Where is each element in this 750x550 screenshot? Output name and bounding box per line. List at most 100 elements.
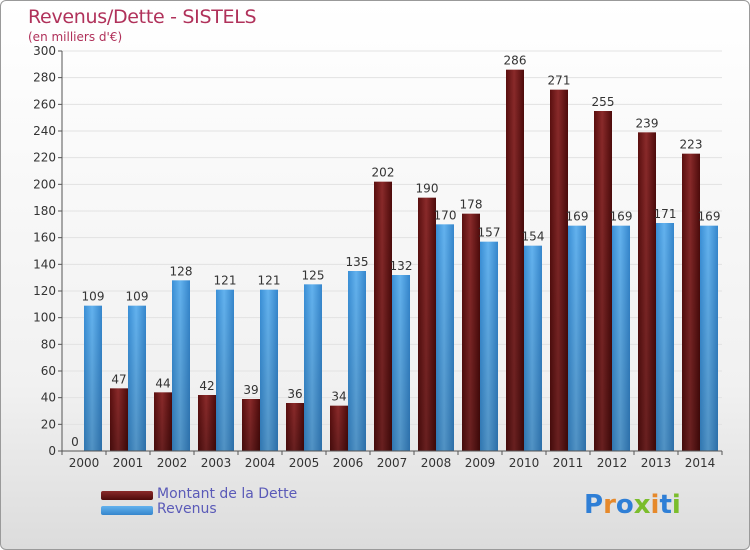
- x-tick-label: 2011: [553, 456, 584, 470]
- x-tick-label: 2013: [641, 456, 672, 470]
- y-tick-label: 180: [33, 204, 56, 218]
- data-label-debt: 42: [199, 379, 214, 393]
- bar-revenue-shade: [524, 245, 542, 451]
- data-label-debt: 239: [636, 116, 659, 130]
- data-label-revenue: 169: [698, 210, 721, 224]
- y-tick-label: 80: [41, 337, 56, 351]
- logo-letter: P: [584, 490, 604, 520]
- logo-letter: i: [650, 490, 660, 520]
- data-label-revenue: 109: [126, 290, 149, 304]
- data-label-revenue: 169: [566, 210, 589, 224]
- data-label-debt: 34: [331, 390, 346, 404]
- y-tick-label: 100: [33, 311, 56, 325]
- data-label-revenue: 170: [434, 208, 457, 222]
- bar-revenue-shade: [260, 289, 278, 451]
- y-tick-label: 40: [41, 391, 56, 405]
- y-tick-label: 0: [48, 444, 56, 458]
- y-tick-label: 260: [33, 97, 56, 111]
- bar-debt-shade: [110, 388, 128, 451]
- bar-debt-shade: [286, 403, 304, 451]
- bar-debt-shade: [462, 213, 480, 451]
- y-tick-label: 220: [33, 151, 56, 165]
- bar-revenue-shade: [436, 224, 454, 451]
- data-label-debt: 36: [287, 387, 302, 401]
- bar-debt-shade: [198, 395, 216, 451]
- bar-revenue-shade: [612, 225, 630, 451]
- data-label-revenue: 125: [302, 268, 325, 282]
- axis-layer: 0 20 40 60 80 100 120 140 160 180 200 220 240 260 280 3…: [33, 44, 723, 470]
- chart-subtitle: (en milliers d'€): [28, 30, 123, 44]
- y-tick-label: 20: [41, 417, 56, 431]
- bar-revenue-shade: [568, 225, 586, 451]
- bar-debt-shade: [374, 181, 392, 451]
- data-label-revenue: 157: [478, 226, 501, 240]
- legend-swatch-debt: [101, 491, 153, 500]
- bar-revenue-shade: [480, 241, 498, 451]
- data-label-revenue: 121: [258, 274, 281, 288]
- data-label-revenue: 128: [170, 264, 193, 278]
- data-label-debt: 178: [460, 198, 483, 212]
- proxiti-logo: Proxiti: [584, 490, 681, 520]
- bar-debt-shade: [330, 405, 348, 451]
- data-label-debt: 271: [548, 74, 571, 88]
- data-label-debt: 47: [111, 372, 126, 386]
- chart-title: Revenus/Dette - SISTELS: [28, 6, 257, 28]
- x-tick-label: 2004: [245, 456, 276, 470]
- bar-revenue-shade: [128, 305, 146, 451]
- bar-debt-shade: [550, 89, 568, 452]
- x-tick-label: 2003: [201, 456, 232, 470]
- y-tick-label: 120: [33, 284, 56, 298]
- logo-letter: i: [671, 490, 681, 520]
- x-tick-label: 2009: [465, 456, 496, 470]
- bar-revenue-shade: [656, 223, 674, 451]
- bar-revenue-shade: [304, 284, 322, 451]
- x-tick-label: 2008: [421, 456, 452, 470]
- data-label-revenue: 121: [214, 274, 237, 288]
- x-tick-label: 2000: [69, 456, 100, 470]
- bar-revenue-shade: [84, 305, 102, 451]
- bar-revenue-shade: [172, 280, 190, 451]
- x-tick-label: 2002: [157, 456, 188, 470]
- data-label-revenue: 135: [346, 255, 369, 269]
- x-tick-label: 2007: [377, 456, 408, 470]
- data-label-revenue: 169: [610, 210, 633, 224]
- data-label-debt: 39: [243, 383, 258, 397]
- y-tick-label: 280: [33, 71, 56, 85]
- y-tick-label: 240: [33, 124, 56, 138]
- data-label-debt: 286: [504, 54, 527, 68]
- data-label-debt: 255: [592, 95, 615, 109]
- bar-debt-shade: [506, 69, 524, 452]
- bar-revenue-shade: [348, 271, 366, 451]
- logo-letter: x: [633, 490, 651, 520]
- bar-revenue-shade: [700, 225, 718, 451]
- legend-label-revenue: Revenus: [157, 501, 217, 517]
- x-tick-label: 2005: [289, 456, 320, 470]
- x-tick-label: 2014: [685, 456, 716, 470]
- data-label-revenue: 171: [654, 207, 677, 221]
- y-tick-label: 140: [33, 257, 56, 271]
- bar-debt-shade: [594, 111, 612, 451]
- legend-swatch-revenue: [101, 506, 153, 515]
- data-label-debt: 0: [71, 435, 79, 449]
- data-label-debt: 223: [680, 138, 703, 152]
- bar-debt-shade: [154, 392, 172, 451]
- bar-debt-shade: [418, 197, 436, 451]
- bar-debt-shade: [242, 399, 260, 451]
- data-label-revenue: 132: [390, 259, 413, 273]
- data-label-debt: 44: [155, 376, 170, 390]
- y-tick-label: 60: [41, 364, 56, 378]
- legend-label-debt: Montant de la Dette: [157, 486, 298, 502]
- data-label-revenue: 109: [82, 290, 105, 304]
- data-label-revenue: 154: [522, 230, 545, 244]
- logo-letter: r: [603, 490, 616, 520]
- bar-revenue-shade: [216, 289, 234, 451]
- bars-layer: 0 109 47 109 44 128 42 121 39 121 36 125 34 135 202 132…: [71, 54, 721, 452]
- logo-letter: o: [615, 490, 634, 520]
- data-label-debt: 190: [416, 182, 439, 196]
- logo-letter: t: [659, 490, 672, 520]
- y-tick-label: 300: [33, 44, 56, 58]
- x-tick-label: 2010: [509, 456, 540, 470]
- data-label-debt: 202: [372, 166, 395, 180]
